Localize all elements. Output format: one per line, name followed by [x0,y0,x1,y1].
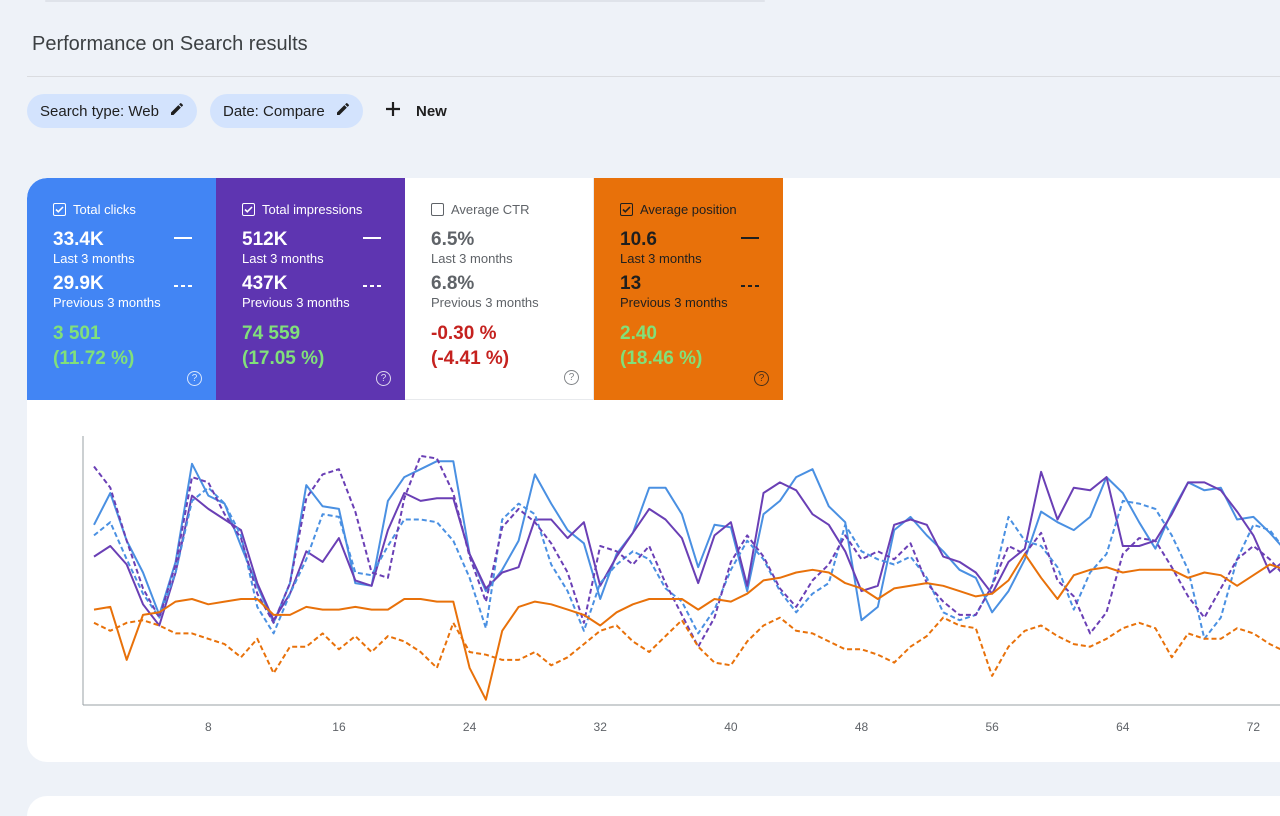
help-icon[interactable]: ? [564,370,579,385]
x-tick-label: 48 [855,720,869,734]
solid-line-legend-icon [174,237,192,239]
metric-diff-percent: (18.46 %) [620,348,703,369]
checkbox-checked-icon[interactable] [242,203,255,216]
metric-label: Average CTR [451,202,530,217]
date-filter-chip[interactable]: Date: Compare [210,94,363,128]
series-line-3[interactable] [93,454,1280,652]
metric-current-period: Last 3 months [431,251,513,266]
metric-diff: 74 559 [242,323,301,344]
metric-tile-average-ctr[interactable]: Average CTR 6.5% Last 3 months 6.8% Prev… [405,178,594,400]
search-type-filter-chip[interactable]: Search type: Web [27,94,197,128]
x-tick-label: 64 [1116,720,1130,734]
metric-previous-period: Previous 3 months [242,295,350,310]
metric-current-value: 512K [242,229,288,250]
plus-icon [384,100,402,122]
checkbox-unchecked-icon[interactable] [431,203,444,216]
metric-previous-period: Previous 3 months [431,295,539,310]
metric-tile-average-position[interactable]: Average position 10.6 Last 3 months 13 P… [594,178,783,400]
next-card-edge [27,796,1280,816]
help-icon[interactable]: ? [187,371,202,386]
metric-tile-total-clicks[interactable]: Total clicks 33.4K Last 3 months 29.9K P… [27,178,216,400]
metric-current-period: Last 3 months [620,251,702,266]
edit-pencil-icon [335,101,351,121]
solid-line-legend-icon [363,237,381,239]
checkbox-checked-icon[interactable] [53,203,66,216]
dashed-line-legend-icon [174,285,192,287]
metric-previous-value: 6.8% [431,273,475,294]
series-line-0[interactable] [93,460,1280,624]
metric-label: Total clicks [73,202,136,217]
x-tick-label: 56 [985,720,999,734]
metric-diff-percent: (17.05 %) [242,348,325,369]
metric-previous-value: 437K [242,273,288,294]
page-title: Performance on Search results [32,33,308,55]
x-tick-label: 16 [332,720,346,734]
series-line-4[interactable] [93,553,1280,701]
solid-line-legend-icon [741,237,759,239]
metric-tile-total-impressions[interactable]: Total impressions 512K Last 3 months 437… [216,178,405,400]
metric-previous-period: Previous 3 months [620,295,728,310]
new-filter-button[interactable]: New [384,96,447,126]
search-type-filter-label: Search type: Web [40,102,159,120]
dashed-line-legend-icon [363,285,381,287]
edit-pencil-icon [169,101,185,121]
series-line-5[interactable] [93,616,1280,677]
metric-previous-period: Previous 3 months [53,295,161,310]
performance-card: Total clicks 33.4K Last 3 months 29.9K P… [27,178,1280,762]
title-divider [27,76,1280,77]
top-bar-edge [45,0,765,2]
dashed-line-legend-icon [741,285,759,287]
metric-previous-value: 29.9K [53,273,104,294]
help-icon[interactable]: ? [754,371,769,386]
metric-diff: 3 501 [53,323,101,344]
metric-current-period: Last 3 months [242,251,324,266]
metric-current-value: 33.4K [53,229,104,250]
metric-diff-percent: (-4.41 %) [431,348,510,369]
x-tick-label: 8 [205,720,212,734]
new-filter-label: New [416,102,447,120]
date-filter-label: Date: Compare [223,102,325,120]
metric-label: Average position [640,202,737,217]
metric-current-value: 10.6 [620,229,657,250]
metric-diff: -0.30 % [431,323,497,344]
x-tick-label: 32 [594,720,608,734]
metric-current-period: Last 3 months [53,251,135,266]
x-tick-label: 24 [463,720,477,734]
metric-diff-percent: (11.72 %) [53,348,135,369]
x-tick-label: 40 [724,720,738,734]
metric-previous-value: 13 [620,273,642,294]
metric-diff: 2.40 [620,323,657,344]
x-tick-label: 72 [1247,720,1261,734]
metric-label: Total impressions [262,202,363,217]
series-line-2[interactable] [93,486,1280,640]
checkbox-checked-icon[interactable] [620,203,633,216]
help-icon[interactable]: ? [376,371,391,386]
performance-line-chart[interactable]: 8 16 24 32 40 48 56 64 72 [27,400,1280,762]
metric-current-value: 6.5% [431,229,475,250]
series-line-1[interactable] [93,470,1280,627]
